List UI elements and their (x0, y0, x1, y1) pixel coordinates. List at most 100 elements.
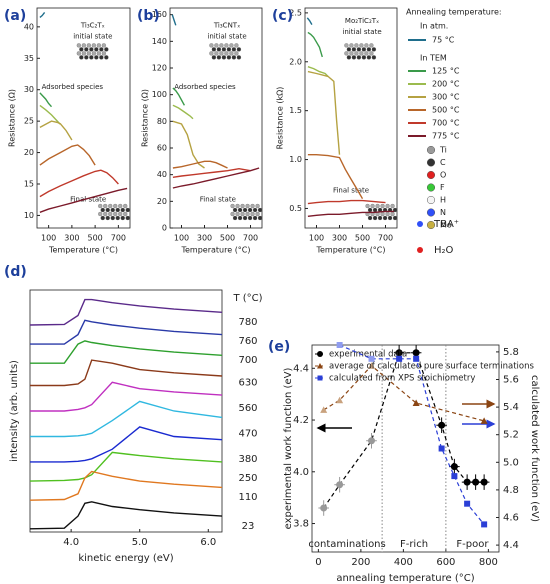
element-swatch (426, 170, 436, 180)
series-line (307, 154, 364, 200)
lattice-illustration (372, 207, 378, 213)
lattice-illustration (216, 55, 222, 60)
y-tick-label: 10 (24, 211, 34, 220)
y-tick-label: 1.5 (289, 106, 302, 115)
y-axis-label: Resistance (kΩ) (276, 87, 285, 150)
lattice-illustration (120, 215, 125, 221)
lattice-illustration (115, 207, 120, 213)
trend-line (339, 344, 485, 525)
series-line (172, 87, 186, 106)
x-tick-label: 800 (479, 557, 498, 568)
region-label: F-rich (400, 539, 428, 550)
lattice-illustration (105, 207, 110, 213)
lattice-illustration (365, 203, 370, 209)
series-label: 560 (238, 403, 257, 414)
lattice-illustration (86, 43, 91, 48)
marker (464, 500, 471, 507)
y-tick-label: 4.0 (293, 467, 309, 478)
lattice-illustration (257, 207, 263, 213)
lattice-illustration (120, 207, 125, 213)
legend-label: 200 °C (432, 80, 460, 89)
x-axis-label: kinetic energy (eV) (78, 553, 173, 564)
series-line (29, 451, 223, 482)
annotation: initial state (73, 33, 112, 41)
series-line (307, 199, 386, 205)
series-line (39, 169, 119, 198)
lattice-illustration (236, 47, 242, 52)
x-tick-label: 400 (394, 557, 413, 568)
series-line (30, 340, 223, 364)
lattice-illustration (234, 51, 239, 56)
lattice-illustration (351, 55, 357, 60)
lattice-illustration (94, 47, 99, 52)
lattice-illustration (100, 215, 105, 221)
lattice-illustration (79, 55, 84, 60)
y2-tick-label: 5.8 (503, 347, 519, 358)
lattice-illustration (219, 51, 224, 56)
legend-label: 75 °C (432, 36, 455, 45)
marker (336, 396, 344, 404)
y2-tick-label: 5.6 (503, 375, 519, 386)
y2-tick-label: 4.6 (503, 513, 519, 524)
marker (412, 399, 420, 406)
lattice-illustration (235, 211, 240, 217)
lattice-illustration (226, 47, 232, 52)
lattice-illustration (79, 47, 84, 52)
marker (368, 362, 375, 369)
series-label: 630 (238, 378, 257, 389)
series-line (29, 298, 223, 326)
y2-tick-label: 4.4 (503, 540, 519, 551)
series-line (172, 167, 251, 178)
legend-label: calculated from XPS stoichiometry (329, 374, 475, 384)
y-tick-label: 40 (157, 170, 167, 179)
lattice-illustration (76, 43, 81, 48)
element-swatch (426, 158, 436, 167)
series-line (30, 426, 223, 463)
lattice-illustration (123, 203, 128, 209)
lattice-illustration (98, 211, 103, 217)
lattice-illustration (123, 211, 128, 217)
marker (413, 355, 420, 362)
lattice-illustration (351, 47, 357, 52)
y-tick-label: 3.8 (293, 519, 309, 530)
lattice-illustration (380, 203, 385, 209)
annotation: initial state (342, 28, 381, 36)
x-tick-label: 500 (220, 234, 235, 243)
x-tick-label: 5.0 (132, 537, 148, 548)
y-tick-label: 0.5 (289, 204, 302, 213)
x-tick-label: 300 (64, 234, 79, 243)
marker (472, 478, 480, 486)
lattice-illustration (234, 43, 239, 48)
y-tick-label: 80 (157, 117, 167, 126)
lattice-illustration (354, 43, 359, 48)
lattice-illustration (387, 215, 393, 221)
legend-title: T (°C) (232, 293, 262, 304)
x-tick-label: 100 (174, 234, 189, 243)
plot-frame (169, 7, 263, 229)
annotation: Final state (200, 195, 236, 203)
lattice-illustration (390, 211, 395, 217)
molecule-icon (417, 247, 423, 253)
lattice-illustration (84, 47, 89, 52)
lattice-illustration (354, 51, 359, 56)
y-tick-label: 40 (24, 22, 34, 31)
annotation: Adsorbed species (174, 83, 236, 91)
y-tick-label: 4.2 (293, 415, 309, 426)
marker (438, 445, 445, 452)
series-line (29, 470, 223, 501)
y-axis-label: intensity (arb. units) (9, 360, 20, 462)
lattice-illustration (349, 43, 354, 48)
lattice-illustration (108, 211, 113, 217)
x-tick-label: 300 (197, 234, 212, 243)
marker (336, 342, 343, 348)
x-tick-label: 100 (41, 234, 56, 243)
lattice-illustration (125, 215, 130, 221)
marker (396, 355, 403, 362)
lattice-illustration (385, 211, 390, 217)
x-tick-label: 600 (436, 557, 455, 568)
lattice-illustration (221, 47, 227, 52)
lattice-illustration (108, 203, 113, 209)
lattice-illustration (98, 203, 103, 209)
element-label: Mo (440, 221, 452, 230)
lattice-illustration (382, 215, 388, 221)
